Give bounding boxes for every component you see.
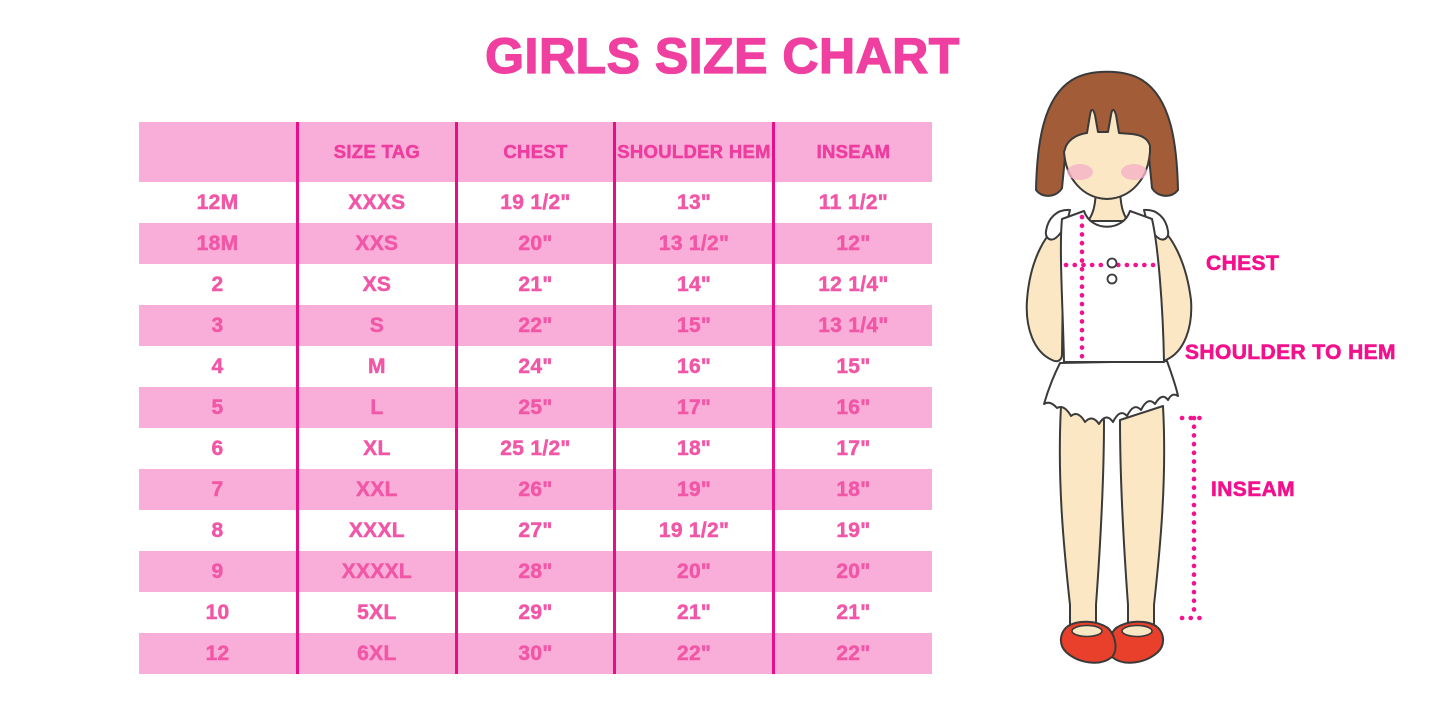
table-cell: 16": [613, 346, 774, 387]
table-cell: 2: [211, 272, 224, 296]
table-cell: 5XL: [296, 592, 457, 633]
table-cell: 22": [771, 633, 932, 674]
shirt-buttons: [1106, 257, 1118, 285]
page-title: GIRLS SIZE CHART: [485, 27, 960, 84]
measurement-lines: [1063, 214, 1207, 621]
table-cell: 21": [454, 264, 615, 305]
girl-measurement-illustration: [1025, 70, 1207, 664]
table-row: 18M XXS 20" 13 1/2" 12": [139, 223, 932, 264]
table-row: 5 L 25" 17" 16": [139, 387, 932, 428]
girl-blush: [1067, 164, 1147, 180]
table-row: 2 XS 21" 14" 12 1/4": [139, 264, 932, 305]
size-table-header-row: SIZE TAG CHEST SHOULDER HEM INSEAM: [139, 122, 932, 182]
table-cell: 24": [454, 346, 615, 387]
inseam-label: INSEAM: [1211, 478, 1296, 502]
table-cell: 26": [454, 469, 615, 510]
table-cell: XXXL: [296, 510, 457, 551]
table-row: 12 6XL 30" 22" 22": [139, 633, 932, 674]
table-cell: 29": [454, 592, 615, 633]
table-row: 9 XXXXL 28" 20" 20": [139, 551, 932, 592]
table-cell: 22": [613, 633, 774, 674]
table-cell: 21": [613, 592, 774, 633]
table-cell: 17": [771, 428, 932, 469]
table-cell: L: [296, 387, 457, 428]
column-header: SHOULDER HEM: [613, 122, 774, 182]
table-cell: 12": [771, 223, 932, 264]
table-cell: 19 1/2": [613, 510, 774, 551]
table-cell: XXL: [296, 469, 457, 510]
table-cell: 6: [211, 436, 224, 460]
table-cell: XXXS: [296, 182, 457, 223]
table-cell: 13 1/4": [771, 305, 932, 346]
table-cell: 14": [613, 264, 774, 305]
table-cell: 21": [771, 592, 932, 633]
table-row: 8 XXXL 27" 19 1/2" 19": [139, 510, 932, 551]
table-row: 7 XXL 26" 19" 18": [139, 469, 932, 510]
table-cell: 13": [613, 182, 774, 223]
table-cell: 8: [211, 518, 224, 542]
table-cell: 22": [454, 305, 615, 346]
column-header: CHEST: [454, 122, 615, 182]
table-cell: 9: [139, 551, 298, 592]
table-cell: 6XL: [296, 633, 457, 674]
girl-shoes: [1060, 620, 1164, 664]
table-cell: 7: [139, 469, 298, 510]
table-cell: 17": [613, 387, 774, 428]
table-cell: 27": [454, 510, 615, 551]
shoulder-to-hem-label: SHOULDER TO HEM: [1185, 341, 1396, 365]
table-cell: 18M: [139, 223, 298, 264]
table-cell: 20": [613, 551, 774, 592]
table-cell: 4: [211, 354, 224, 378]
size-table-grid: SIZE TAG CHEST SHOULDER HEM INSEAM 12M XXXS 1…: [139, 122, 932, 674]
chest-label: CHEST: [1206, 252, 1280, 276]
table-cell: 15": [771, 346, 932, 387]
table-cell: 25 1/2": [454, 428, 615, 469]
table-cell: 16": [771, 387, 932, 428]
top-body: [1059, 210, 1165, 363]
table-cell: XS: [296, 264, 457, 305]
table-cell: 12M: [196, 190, 239, 214]
table-cell: M: [296, 346, 457, 387]
table-cell: S: [296, 305, 457, 346]
table-cell: 18": [613, 428, 774, 469]
table-cell: XL: [296, 428, 457, 469]
table-row: 6 XL 25 1/2" 18" 17": [139, 428, 932, 469]
girl-skirt: [1043, 360, 1179, 425]
column-header: SIZE TAG: [296, 122, 457, 182]
girl-legs: [1058, 405, 1166, 629]
size-table: SIZE TAG CHEST SHOULDER HEM INSEAM 12M XXXS 1…: [139, 122, 932, 674]
table-cell: 15": [613, 305, 774, 346]
table-cell: 5: [139, 387, 298, 428]
table-cell: 11 1/2": [771, 182, 932, 223]
table-cell: XXS: [296, 223, 457, 264]
table-row: 4 M 24" 16" 15": [139, 346, 932, 387]
column-header: [139, 122, 298, 182]
table-cell: XXXXL: [296, 551, 457, 592]
table-cell: 19": [771, 510, 932, 551]
table-cell: 13 1/2": [613, 223, 774, 264]
table-cell: 30": [454, 633, 615, 674]
table-cell: 19": [613, 469, 774, 510]
table-cell: 12: [139, 633, 298, 674]
table-cell: 25": [454, 387, 615, 428]
table-cell: 10: [205, 600, 230, 624]
table-cell: 18": [771, 469, 932, 510]
table-row: 10 5XL 29" 21" 21": [139, 592, 932, 633]
table-cell: 20": [771, 551, 932, 592]
column-header: INSEAM: [771, 122, 932, 182]
table-cell: 3: [139, 305, 298, 346]
size-table-body: 12M XXXS 19 1/2" 13" 11 1/2" 18M XXS 20" 13 1/2"…: [139, 182, 932, 674]
table-row: 3 S 22" 15" 13 1/4": [139, 305, 932, 346]
table-cell: 28": [454, 551, 615, 592]
girl-top: [1044, 208, 1170, 363]
table-cell: 19 1/2": [454, 182, 615, 223]
table-cell: 12 1/4": [771, 264, 932, 305]
table-cell: 20": [454, 223, 615, 264]
table-row: 12M XXXS 19 1/2" 13" 11 1/2": [139, 182, 932, 223]
size-table-head: SIZE TAG CHEST SHOULDER HEM INSEAM: [139, 122, 932, 182]
